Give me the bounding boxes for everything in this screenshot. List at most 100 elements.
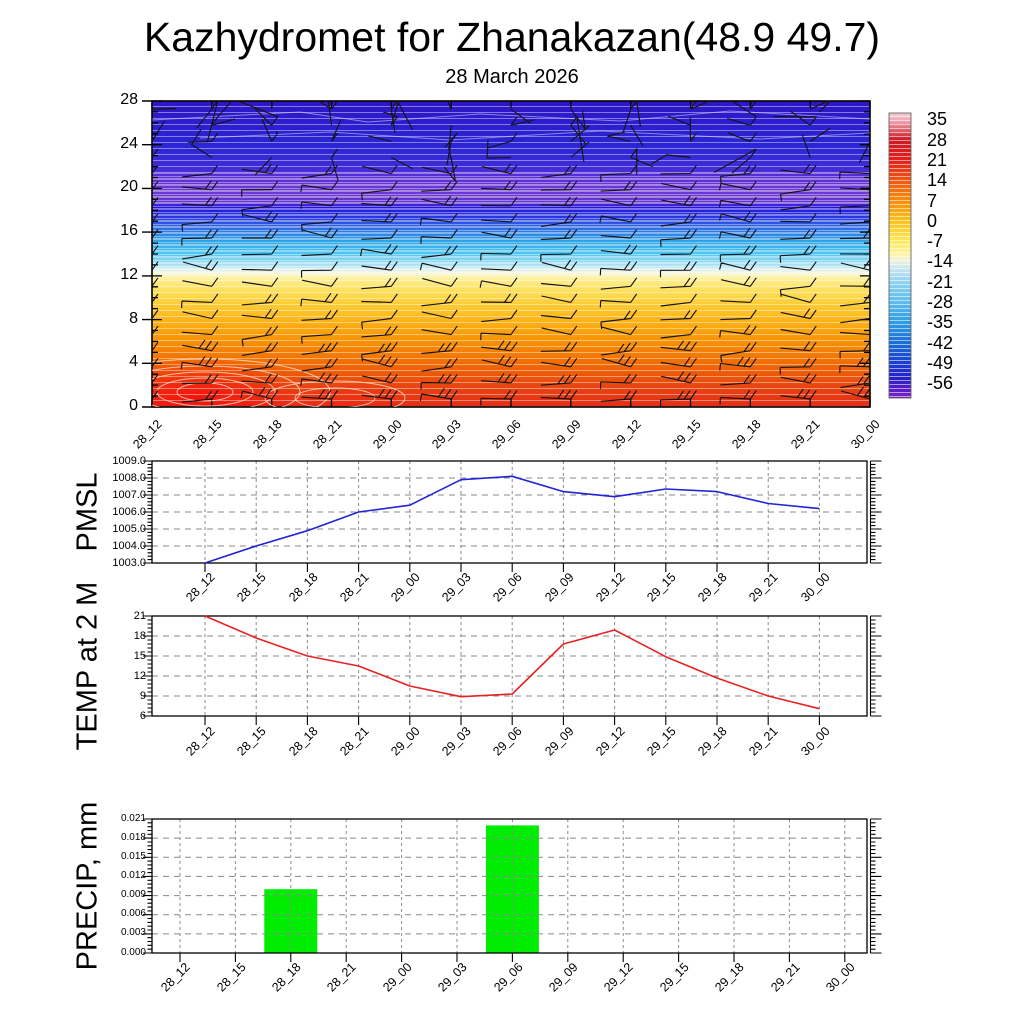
time-tick-label: 29_00: [380, 960, 415, 995]
time-tick-label: 29_06: [489, 417, 524, 452]
time-tick-label: 29_09: [546, 960, 581, 995]
colorbar-tick-label: -35: [927, 312, 954, 333]
time-tick-label: 28_18: [269, 960, 304, 995]
time-tick-label: 28_21: [337, 570, 372, 605]
time-tick-label: 28_18: [285, 570, 321, 605]
time-tick-label: 28_12: [130, 417, 165, 452]
temperature-colorbar: [889, 113, 911, 398]
colorbar-tick-label: -7: [927, 231, 944, 252]
time-tick-label: 29_18: [728, 417, 764, 452]
heatmap-y-tick-label: 4: [129, 353, 138, 371]
y-tick-label: 1005.0: [112, 522, 146, 535]
colorbar-tick-label: 28: [927, 129, 948, 150]
y-tick-label: 18: [133, 629, 146, 642]
time-tick-label: 29_12: [601, 960, 637, 995]
y-tick-label: 12: [133, 669, 146, 682]
time-tick-label: 29_15: [657, 960, 692, 995]
colorbar-tick-label: -21: [927, 271, 954, 292]
figure-title: Kazhydromet for Zhanakazan(48.9 49.7): [143, 14, 881, 60]
y-tick-label: 0.000: [120, 946, 146, 958]
colorbar-tick-label: -42: [927, 332, 954, 353]
y-tick-label: 15: [133, 649, 146, 662]
time-tick-label: 29_15: [644, 724, 679, 759]
temp-axis-title: TEMP at 2 M: [71, 581, 104, 751]
time-tick-label: 28_21: [324, 960, 360, 995]
heatmap-y-tick-label: 8: [129, 309, 138, 327]
time-tick-label: 28_18: [250, 417, 285, 452]
heatmap-y-tick-label: 28: [120, 91, 138, 108]
y-tick-label: 0.018: [120, 831, 146, 843]
time-tick-label: 29_09: [541, 570, 577, 605]
y-tick-label: 6: [139, 709, 146, 722]
time-tick-label: 29_21: [746, 724, 782, 759]
time-tick-label: 29_21: [767, 960, 803, 995]
colorbar-tick-label: -49: [927, 353, 954, 374]
time-tick-label: 29_21: [746, 570, 782, 605]
y-tick-label: 0.003: [120, 927, 146, 939]
y-tick-label: 1007.0: [112, 488, 146, 501]
time-tick-label: 28_12: [158, 960, 193, 995]
heatmap-y-tick-label: 16: [120, 222, 138, 240]
colorbar-tick-label: 35: [927, 109, 948, 130]
time-tick-label: 29_09: [549, 417, 584, 452]
time-tick-label: 29_00: [388, 724, 423, 759]
y-tick-label: 1004.0: [112, 539, 146, 552]
y-tick-label: 0.009: [120, 889, 146, 901]
y-tick-label: 1008.0: [112, 471, 146, 484]
heatmap-y-tick-label: 0: [129, 397, 138, 414]
colorbar-tick-label: 7: [927, 190, 938, 211]
time-tick-label: 29_03: [439, 724, 474, 759]
pmsl-axis-title: PMSL: [71, 472, 104, 552]
colorbar-tick-label: -56: [927, 373, 954, 394]
time-tick-label: 29_06: [490, 960, 526, 995]
time-tick-label: 29_18: [712, 960, 747, 995]
time-tick-label: 30_00: [823, 960, 858, 995]
time-tick-label: 29_15: [644, 570, 679, 605]
y-tick-label: 0.015: [120, 850, 146, 862]
time-tick-label: 30_00: [848, 417, 883, 452]
time-tick-label: 29_06: [490, 570, 526, 605]
time-tick-label: 30_00: [797, 570, 833, 605]
heatmap-y-tick-label: 20: [120, 178, 138, 196]
time-tick-label: 29_15: [668, 417, 704, 452]
y-tick-label: 1006.0: [112, 505, 146, 518]
colorbar-tick-label: 0: [927, 210, 938, 231]
time-tick-label: 29_03: [429, 417, 465, 452]
time-tick-label: 30_00: [797, 724, 833, 759]
colorbar-tick-label: 21: [927, 149, 948, 170]
time-tick-label: 29_18: [695, 724, 730, 759]
time-tick-label: 28_15: [234, 724, 270, 759]
time-tick-label: 29_03: [439, 570, 474, 605]
time-tick-label: 29_12: [593, 570, 628, 605]
heatmap-y-tick-label: 12: [120, 265, 138, 283]
time-tick-label: 29_09: [541, 724, 577, 759]
time-tick-label: 29_00: [369, 417, 405, 452]
time-tick-label: 29_12: [593, 724, 628, 759]
time-tick-label: 28_21: [337, 724, 372, 759]
time-tick-label: 28_15: [213, 960, 249, 995]
time-tick-label: 28_15: [190, 417, 225, 452]
y-tick-label: 0.006: [120, 908, 146, 920]
time-tick-label: 28_15: [234, 570, 270, 605]
y-tick-label: 0.021: [120, 812, 146, 824]
time-tick-label: 29_21: [788, 417, 824, 452]
time-tick-label: 28_12: [183, 724, 218, 759]
heatmap-y-tick-label: 24: [120, 134, 138, 152]
time-tick-label: 28_18: [285, 724, 321, 759]
y-tick-label: 1003.0: [112, 556, 146, 569]
time-tick-label: 29_12: [609, 417, 644, 452]
precip-axis-title: PRECIP, mm: [71, 801, 104, 971]
time-tick-label: 29_03: [435, 960, 470, 995]
colorbar-tick-label: 14: [927, 170, 948, 191]
y-tick-label: 0.012: [120, 869, 146, 881]
colorbar-tick-label: -28: [927, 292, 954, 313]
heatmap-contour-lines-dense: [152, 171, 870, 276]
figure-subtitle: 28 March 2026: [445, 66, 579, 88]
y-tick-label: 21: [133, 609, 146, 622]
y-tick-label: 9: [139, 689, 146, 702]
colorbar-segment-lines: [889, 113, 911, 398]
time-tick-label: 29_06: [490, 724, 526, 759]
time-tick-label: 29_00: [388, 570, 423, 605]
colorbar-tick-label: -14: [927, 251, 954, 272]
